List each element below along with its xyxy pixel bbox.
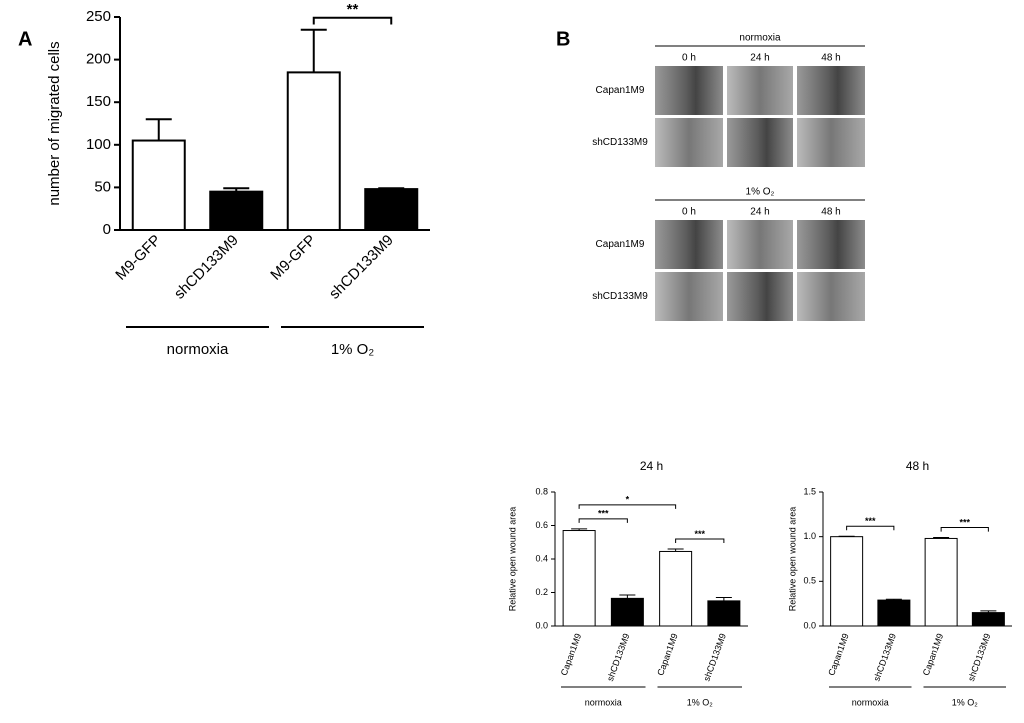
condition-label: normoxia bbox=[739, 33, 781, 44]
y-tick-label: 200 bbox=[86, 51, 111, 68]
micrograph bbox=[655, 118, 723, 167]
bar bbox=[364, 188, 419, 232]
significance-label: ** bbox=[347, 1, 359, 18]
x-tick-label: M9-GFP bbox=[112, 232, 164, 284]
column-label: 48 h bbox=[821, 207, 840, 218]
y-tick-label: 250 bbox=[86, 8, 111, 25]
x-tick-label: M9-GFP bbox=[267, 232, 319, 284]
x-tick-label: shCD133M9 bbox=[966, 632, 993, 682]
bar bbox=[209, 190, 264, 232]
y-tick-label: 1.0 bbox=[803, 531, 816, 541]
significance-label: *** bbox=[959, 517, 970, 527]
y-tick-label: 0 bbox=[103, 221, 111, 238]
y-tick-label: 0.5 bbox=[803, 576, 816, 586]
bar bbox=[286, 71, 341, 231]
column-label: 0 h bbox=[682, 207, 696, 218]
bar bbox=[610, 597, 644, 627]
significance-bracket bbox=[578, 518, 628, 523]
micrograph bbox=[727, 272, 793, 321]
micrograph bbox=[797, 220, 865, 269]
image-grid: normoxia 0 h 24 h 48 h Capan1M9 shCD133M9 1% O… bbox=[592, 33, 865, 321]
significance-bracket bbox=[940, 527, 989, 532]
group-label: 1% O₂ bbox=[952, 697, 979, 707]
y-tick-label: 0.0 bbox=[803, 620, 816, 630]
y-tick-label: 0.8 bbox=[535, 486, 548, 496]
micrograph bbox=[797, 66, 865, 115]
x-tick-label: shCD133M9 bbox=[605, 632, 632, 682]
group-label: 1% O₂ bbox=[687, 697, 714, 707]
column-label: 0 h bbox=[682, 53, 696, 64]
chart-title: 24 h bbox=[640, 459, 663, 473]
y-tick-label: 1.5 bbox=[803, 486, 816, 496]
significance-label: *** bbox=[865, 516, 876, 526]
y-tick-label: 100 bbox=[86, 136, 111, 153]
bar bbox=[971, 612, 1005, 627]
x-tick-label: shCD133M9 bbox=[171, 232, 242, 303]
bar bbox=[707, 600, 741, 627]
column-label: 48 h bbox=[821, 53, 840, 64]
micrograph bbox=[797, 272, 865, 321]
bar bbox=[830, 536, 864, 627]
group-label: 1% O₂ bbox=[331, 341, 375, 358]
row-label: shCD133M9 bbox=[592, 137, 648, 148]
micrograph bbox=[655, 272, 723, 321]
chart-title: 48 h bbox=[906, 459, 929, 473]
row-label: shCD133M9 bbox=[592, 291, 648, 302]
significance-bracket bbox=[578, 504, 677, 509]
bar bbox=[924, 537, 958, 627]
group-label: normoxia bbox=[167, 341, 229, 358]
micrograph bbox=[727, 118, 793, 167]
x-tick-label: shCD133M9 bbox=[701, 632, 728, 682]
y-tick-label: 0.6 bbox=[535, 520, 548, 530]
significance-label: * bbox=[626, 495, 630, 505]
bar bbox=[659, 550, 693, 627]
group-label: normoxia bbox=[852, 697, 889, 707]
row-label: Capan1M9 bbox=[596, 239, 645, 250]
significance-bracket bbox=[675, 538, 725, 543]
significance-label: *** bbox=[598, 509, 609, 519]
bar bbox=[131, 139, 186, 231]
micrograph bbox=[727, 66, 793, 115]
y-tick-label: 0.0 bbox=[535, 620, 548, 630]
x-tick-label: Capan1M9 bbox=[826, 632, 850, 677]
column-label: 24 h bbox=[750, 53, 769, 64]
x-tick-label: shCD133M9 bbox=[871, 632, 898, 682]
x-tick-label: shCD133M9 bbox=[326, 232, 397, 303]
y-tick-label: 50 bbox=[94, 178, 111, 195]
panel-label: B bbox=[556, 28, 570, 50]
significance-bracket bbox=[312, 16, 393, 25]
x-tick-label: Capan1M9 bbox=[655, 632, 679, 677]
y-tick-label: 150 bbox=[86, 93, 111, 110]
y-axis-label: Relative open wound area bbox=[507, 507, 517, 612]
x-tick-label: Capan1M9 bbox=[921, 632, 945, 677]
row-label: Capan1M9 bbox=[596, 85, 645, 96]
group-label: normoxia bbox=[585, 697, 622, 707]
bar bbox=[562, 530, 596, 627]
condition-label: 1% O₂ bbox=[746, 187, 775, 198]
bar bbox=[877, 599, 911, 627]
panel-label: A bbox=[18, 28, 32, 50]
significance-bracket bbox=[846, 525, 895, 531]
column-label: 24 h bbox=[750, 207, 769, 218]
y-axis-label: number of migrated cells bbox=[46, 41, 63, 205]
micrograph bbox=[655, 220, 723, 269]
micrograph bbox=[797, 118, 865, 167]
significance-label: *** bbox=[694, 529, 705, 539]
y-tick-label: 0.2 bbox=[535, 587, 548, 597]
micrograph bbox=[655, 66, 723, 115]
x-tick-label: Capan1M9 bbox=[559, 632, 583, 677]
y-tick-label: 0.4 bbox=[535, 553, 548, 563]
y-axis-label: Relative open wound area bbox=[787, 507, 797, 612]
micrograph bbox=[727, 220, 793, 269]
